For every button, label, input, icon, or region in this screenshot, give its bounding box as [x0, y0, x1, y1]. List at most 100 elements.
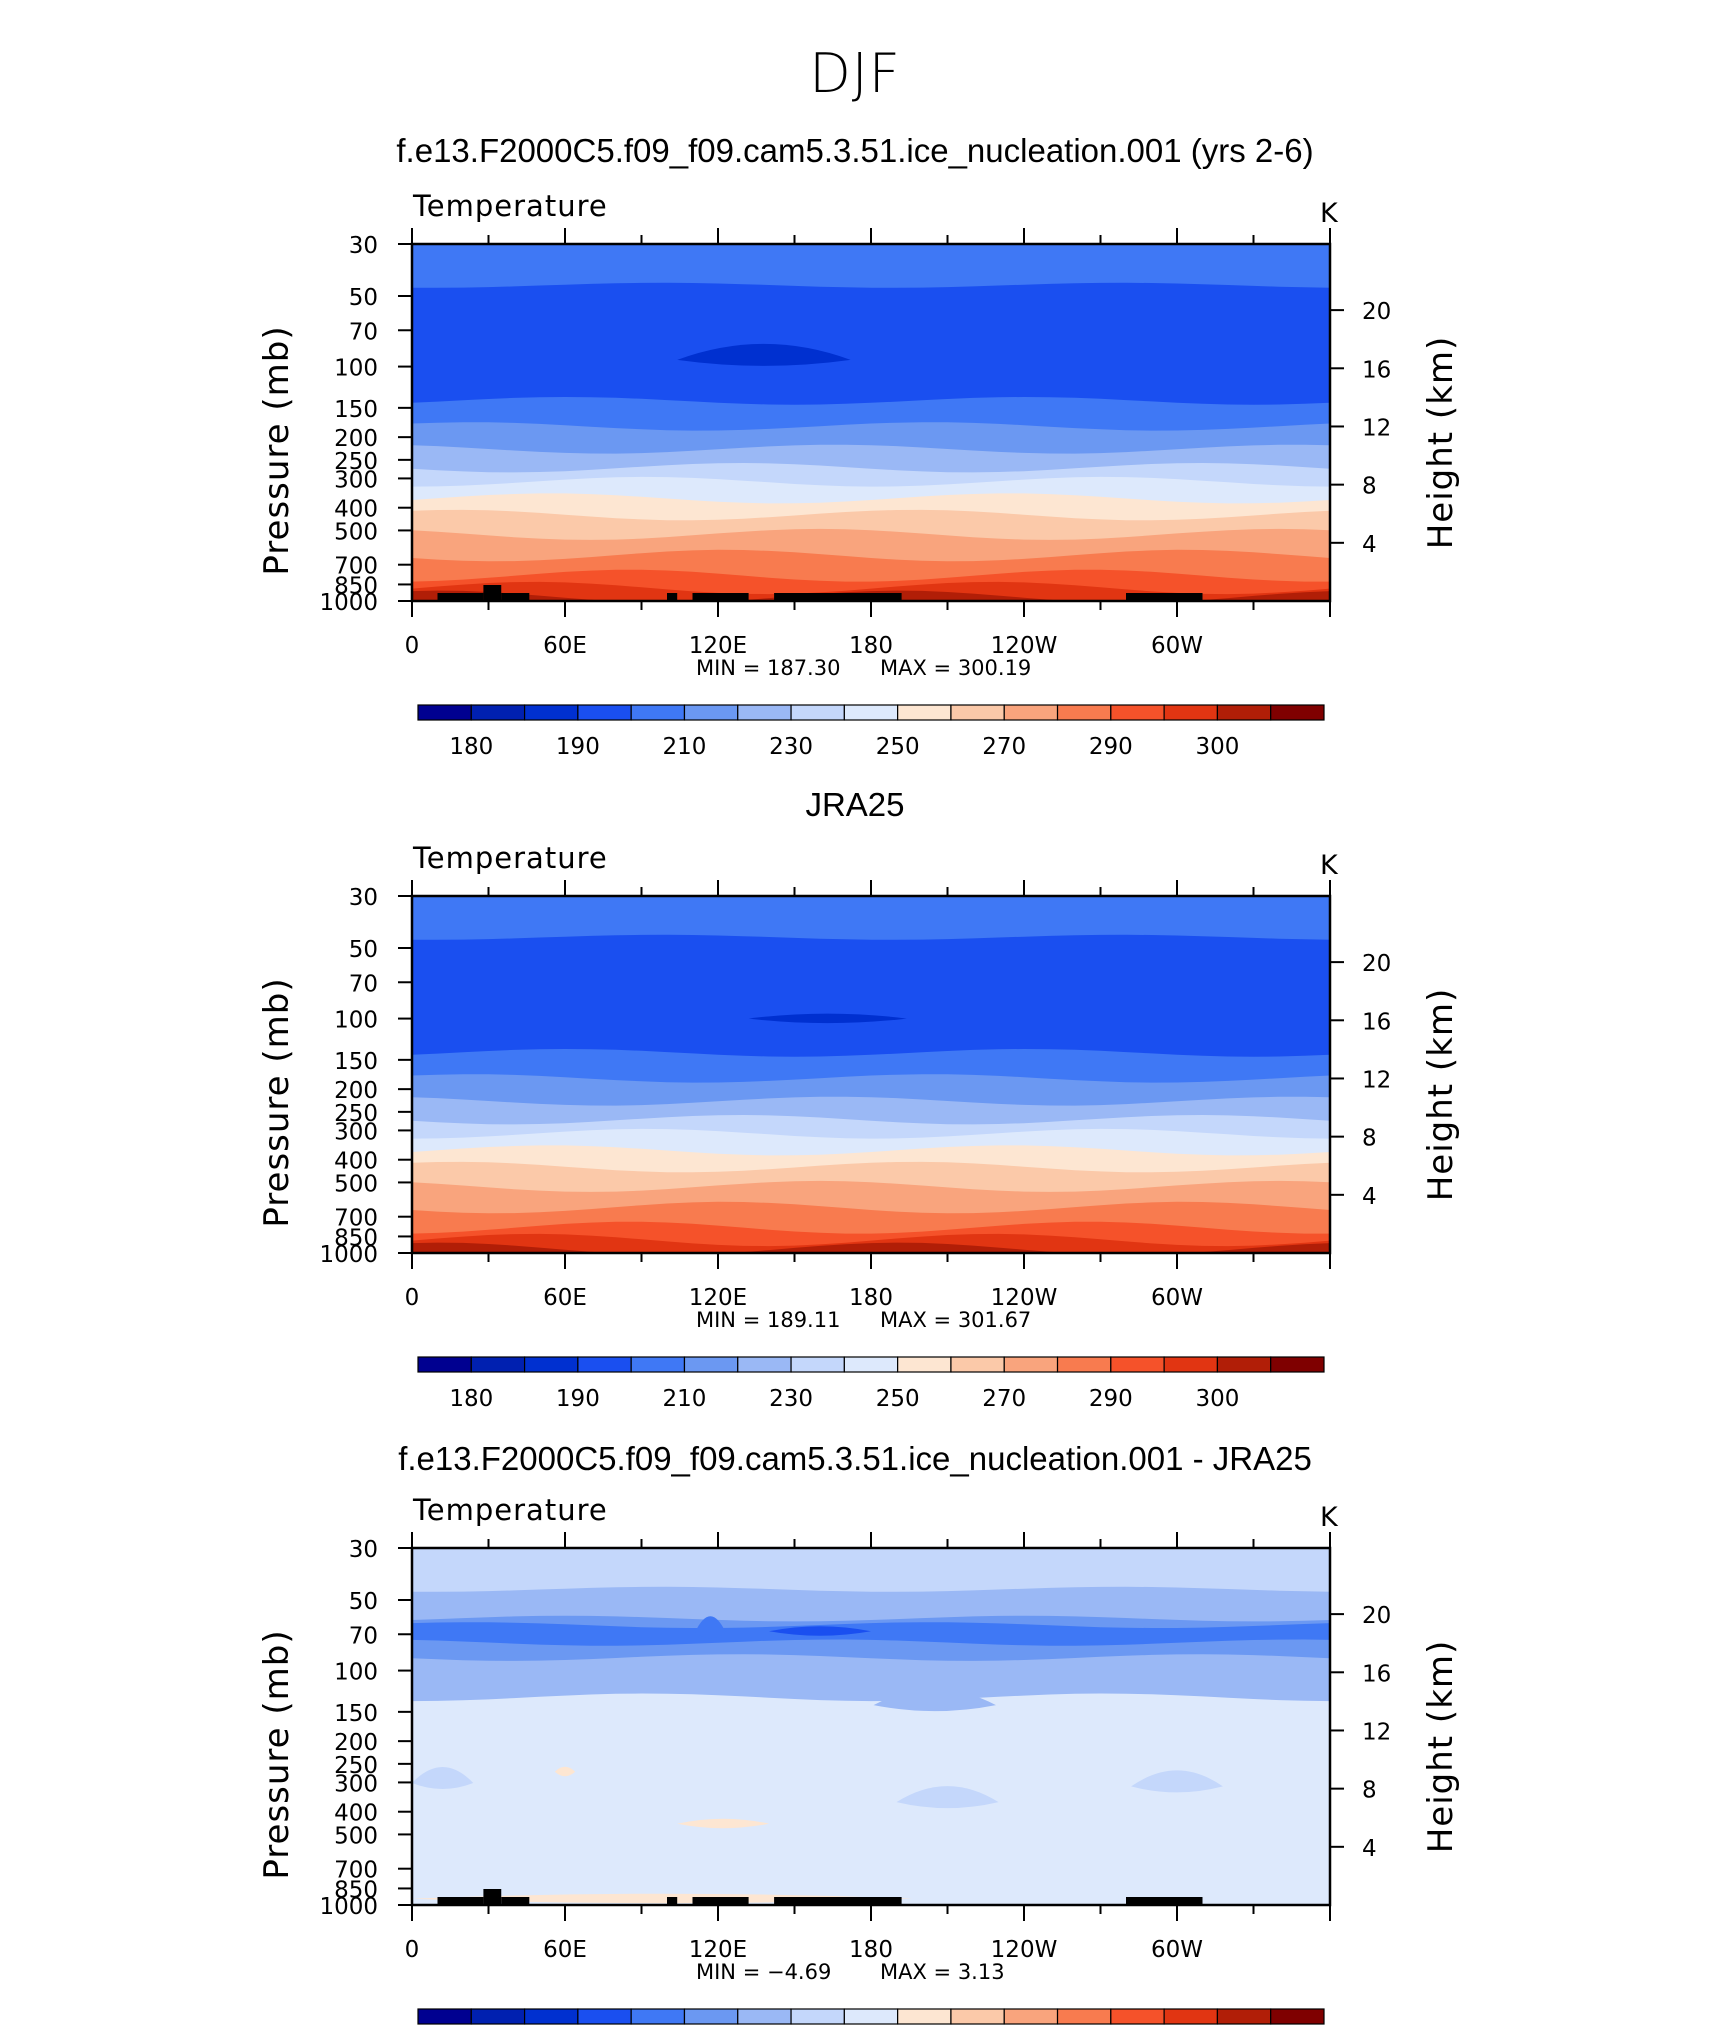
- y-tick-label: 70: [349, 1623, 378, 1649]
- topography-mask: [774, 593, 902, 601]
- x-tick-label: 0: [405, 1285, 420, 1311]
- y2-axis-label: Height (km): [1421, 1640, 1461, 1854]
- y-tick-label: 100: [334, 356, 378, 382]
- colorbar-label: 180: [449, 1386, 493, 1412]
- y-tick-label: 700: [334, 1858, 378, 1884]
- colorbar-swatch: [843, 1356, 899, 1373]
- colorbar-swatch: [950, 2008, 1005, 2025]
- colorbar-swatch: [470, 704, 526, 721]
- topography-mask: [437, 1897, 484, 1905]
- max-label: MAX = 300.19: [880, 656, 1031, 680]
- topography-mask: [501, 1897, 530, 1905]
- colorbar-swatch: [790, 1356, 845, 1373]
- contour-blob: [1131, 1770, 1223, 1793]
- panel-title-difference: f.e13.F2000C5.f09_f09.cam5.3.51.ice_nucl…: [398, 1440, 1312, 1477]
- x-tick-label: 120W: [991, 1937, 1058, 1963]
- y-tick-label: 100: [334, 1660, 378, 1686]
- colorbar-swatch: [630, 2008, 686, 2025]
- contour-blob: [554, 1766, 576, 1777]
- topography-mask: [667, 1897, 678, 1905]
- colorbar-swatch: [523, 2008, 579, 2025]
- topography-mask: [667, 593, 678, 601]
- panel-title-jra25: JRA25: [805, 786, 905, 823]
- colorbar-swatch: [417, 704, 472, 721]
- colorbar-label: 180: [449, 734, 493, 760]
- x-tick-label: 120W: [991, 1285, 1058, 1311]
- x-tick-label: 60E: [543, 1937, 587, 1963]
- colorbar-swatch: [897, 704, 952, 721]
- topography-mask: [692, 1897, 749, 1905]
- x-tick-label: 180: [849, 1937, 893, 1963]
- colorbar-swatch: [683, 704, 739, 721]
- y-tick-label: 70: [349, 319, 378, 345]
- colorbar-label: 230: [769, 734, 813, 760]
- plot-area: [412, 244, 1330, 601]
- y-tick-label: 400: [334, 497, 378, 523]
- y-tick-label: 150: [334, 1049, 378, 1075]
- x-tick-label: 60E: [543, 633, 587, 659]
- y-tick-label: 300: [334, 467, 378, 493]
- y-tick-label: 850: [334, 1225, 378, 1251]
- topography-mask: [692, 593, 749, 601]
- x-tick-label: 60W: [1151, 1937, 1203, 1963]
- y2-tick-label: 16: [1362, 357, 1391, 383]
- colorbar-swatch: [577, 1356, 632, 1373]
- colorbar-swatch: [737, 704, 792, 721]
- y-tick-label: 150: [334, 1701, 378, 1727]
- colorbar-swatch: [1003, 2008, 1059, 2025]
- y-tick-label: 150: [334, 397, 378, 423]
- topography-mask: [1126, 1897, 1203, 1905]
- y2-axis-label: Height (km): [1421, 336, 1461, 550]
- contour-blob: [695, 1616, 726, 1639]
- colorbar-label: 250: [876, 1386, 920, 1412]
- y-axis-label: Pressure (mb): [257, 1629, 297, 1879]
- units-label: K: [1320, 850, 1339, 881]
- x-tick-label: 60W: [1151, 633, 1203, 659]
- y-tick-label: 30: [349, 1537, 378, 1563]
- plot-area: [412, 1548, 1330, 1905]
- y2-tick-label: 20: [1362, 951, 1391, 977]
- x-tick-label: 120E: [689, 1937, 747, 1963]
- y-tick-label: 300: [334, 1119, 378, 1145]
- x-tick-label: 180: [849, 633, 893, 659]
- colorbar-label: 270: [982, 734, 1026, 760]
- colorbar-swatch: [790, 2008, 845, 2025]
- units-label: K: [1320, 1502, 1339, 1533]
- y-tick-label: 100: [334, 1008, 378, 1034]
- colorbar-swatch: [630, 1356, 686, 1373]
- topography-mask: [1126, 593, 1203, 601]
- variable-label: Temperature: [412, 189, 608, 223]
- units-label: K: [1320, 198, 1339, 229]
- y-tick-label: 250: [334, 1753, 378, 1779]
- x-tick-label: 0: [405, 633, 420, 659]
- page-title: DJF: [809, 42, 901, 105]
- y-tick-label: 50: [349, 1589, 378, 1615]
- colorbar-label: 230: [769, 1386, 813, 1412]
- contour-blob: [677, 343, 851, 366]
- y2-tick-label: 12: [1362, 1719, 1391, 1745]
- colorbar-swatch: [1056, 2008, 1112, 2025]
- y-axis-label: Pressure (mb): [257, 977, 297, 1227]
- x-tick-label: 0: [405, 1937, 420, 1963]
- y-tick-label: 30: [349, 233, 378, 259]
- y-tick-label: 200: [334, 1078, 378, 1104]
- y-tick-label: 250: [334, 1101, 378, 1127]
- panel-title-model: f.e13.F2000C5.f09_f09.cam5.3.51.ice_nucl…: [396, 132, 1314, 169]
- colorbar-swatch: [1163, 2008, 1219, 2025]
- y-tick-label: 500: [334, 1823, 378, 1849]
- colorbar-swatch: [843, 704, 899, 721]
- y-tick-label: 250: [334, 449, 378, 475]
- colorbar-swatch: [950, 704, 1005, 721]
- y2-tick-label: 20: [1362, 299, 1391, 325]
- colorbar-label: 270: [982, 1386, 1026, 1412]
- x-tick-label: 60W: [1151, 1285, 1203, 1311]
- x-tick-label: 120E: [689, 1285, 747, 1311]
- variable-label: Temperature: [412, 1493, 608, 1527]
- y2-tick-label: 16: [1362, 1009, 1391, 1035]
- y2-tick-label: 8: [1362, 1778, 1377, 1804]
- topography-mask: [501, 593, 530, 601]
- y-tick-label: 300: [334, 1771, 378, 1797]
- y2-tick-label: 8: [1362, 474, 1377, 500]
- colorbar-swatch: [1163, 1356, 1219, 1373]
- colorbar-swatch: [1110, 2008, 1165, 2025]
